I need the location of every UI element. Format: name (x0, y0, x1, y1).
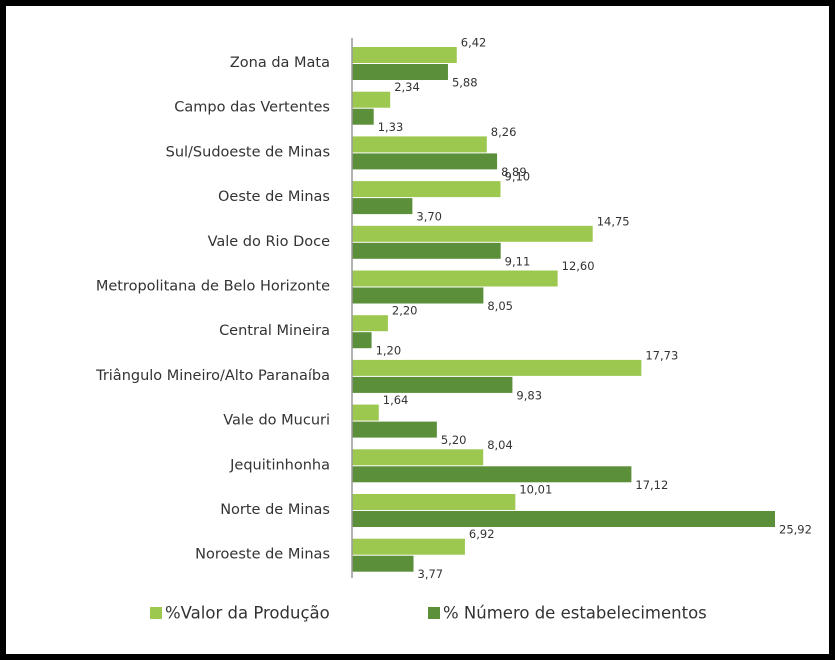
bar (352, 404, 379, 421)
bar (352, 287, 484, 304)
category-label: Central Mineira (219, 323, 330, 339)
bar (352, 108, 374, 125)
value-label: 1,33 (378, 120, 404, 134)
value-label: 2,34 (394, 80, 420, 94)
value-label: 8,05 (487, 299, 513, 313)
bar (352, 494, 516, 510)
value-label: 2,20 (392, 304, 418, 318)
value-label: 9,11 (505, 254, 531, 268)
category-label: Campo das Vertentes (174, 100, 330, 116)
bar (352, 91, 391, 108)
bar (352, 153, 498, 170)
category-label: Jequitinhonha (229, 457, 330, 473)
bar (352, 466, 632, 483)
value-label: 25,92 (779, 523, 812, 537)
value-label: 1,64 (383, 393, 409, 407)
category-label: Vale do Rio Doce (208, 234, 331, 250)
category-label: Triângulo Mineiro/Alto Paranaíba (95, 368, 330, 384)
value-label: 5,20 (441, 433, 467, 447)
value-label: 17,73 (645, 348, 678, 362)
bar (352, 449, 484, 466)
bar (352, 242, 501, 259)
value-label: 14,75 (597, 214, 630, 228)
bar (352, 315, 388, 332)
bar (352, 376, 513, 393)
value-label: 8,26 (491, 125, 517, 139)
value-label: 3,70 (416, 210, 442, 224)
bar (352, 181, 501, 198)
bar (352, 421, 437, 438)
category-label: Oeste de Minas (218, 189, 330, 205)
value-label: 17,12 (635, 478, 668, 492)
value-label: 3,77 (418, 567, 444, 581)
bar (352, 555, 414, 572)
bar (352, 64, 448, 80)
bar (352, 332, 372, 349)
category-label: Noroeste de Minas (195, 547, 330, 563)
legend-swatch (428, 607, 440, 619)
value-label: 8,89 (501, 165, 527, 179)
bar (352, 538, 465, 555)
bar (352, 511, 775, 527)
value-label: 6,42 (461, 36, 487, 50)
category-label: Sul/Sudoeste de Minas (166, 144, 330, 160)
bar (352, 359, 642, 376)
bar (352, 225, 593, 242)
category-label: Vale do Mucuri (223, 413, 330, 429)
value-label: 9,10 (505, 170, 531, 184)
bar (352, 198, 413, 215)
category-label: Zona da Mata (230, 55, 330, 71)
value-label: 6,92 (469, 527, 495, 541)
category-label: Metropolitana de Belo Horizonte (96, 279, 330, 295)
legend-label: % Número de estabelecimentos (443, 604, 707, 623)
category-label: Norte de Minas (220, 502, 330, 518)
legend-label: %Valor da Produção (165, 604, 330, 623)
bar (352, 136, 487, 153)
legend-swatch (150, 607, 162, 619)
value-label: 8,04 (487, 438, 513, 452)
value-label: 1,20 (376, 344, 402, 358)
value-label: 10,01 (519, 483, 552, 497)
value-label: 5,88 (452, 76, 478, 90)
bar (352, 47, 457, 63)
bar (352, 270, 558, 287)
value-label: 12,60 (562, 259, 595, 273)
value-label: 9,83 (516, 388, 542, 402)
